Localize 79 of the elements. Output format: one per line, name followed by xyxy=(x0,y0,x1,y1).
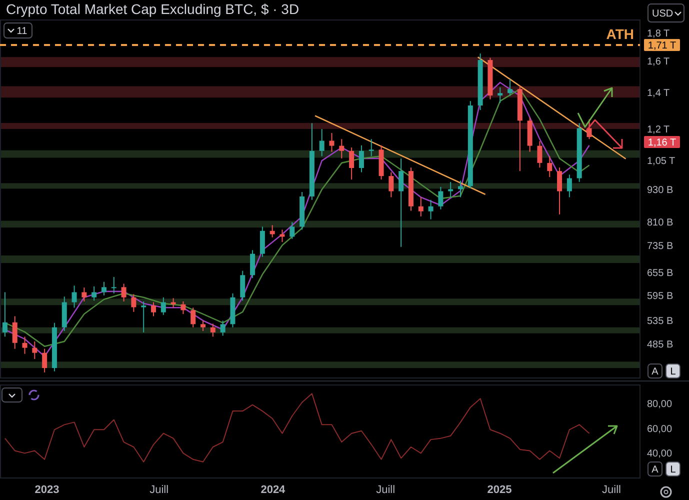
x-tick-label: 2023 xyxy=(34,484,60,496)
candlestick xyxy=(121,283,126,302)
text: 1,16 T xyxy=(648,138,676,148)
y-tick-label: 60,00 xyxy=(647,424,672,435)
candlestick xyxy=(586,118,592,140)
candlestick xyxy=(160,296,166,316)
y-tick-label: 40,00 xyxy=(647,448,672,460)
candlestick xyxy=(190,307,196,328)
y-tick-label: 655 B xyxy=(647,268,674,280)
ref-line-label: ATH xyxy=(606,26,634,42)
candlestick xyxy=(368,138,374,157)
y-tick-label: 1,4 T xyxy=(647,88,670,99)
x-tick-label: Juill xyxy=(150,484,169,496)
candlestick xyxy=(438,186,444,210)
candlestick xyxy=(32,340,38,360)
candlestick xyxy=(42,348,48,373)
x-tick-label: 2024 xyxy=(260,484,286,496)
candlestick xyxy=(290,222,295,240)
candlestick xyxy=(418,196,424,217)
text: 1,71 T xyxy=(648,40,676,52)
candlestick xyxy=(280,229,285,243)
candlestick xyxy=(270,224,275,238)
candlestick xyxy=(339,138,344,159)
candlestick xyxy=(220,320,226,336)
candlestick xyxy=(210,323,216,338)
candlestick xyxy=(2,292,8,338)
text: L xyxy=(670,366,676,378)
x-tick-label: 2025 xyxy=(487,484,512,496)
x-tick-label: Juill xyxy=(602,484,622,496)
candlestick xyxy=(319,128,324,157)
candlestick xyxy=(260,226,265,258)
text: A xyxy=(652,464,659,476)
candlestick xyxy=(388,172,394,198)
candlestick xyxy=(72,285,77,308)
candlestick xyxy=(131,294,136,312)
candlestick xyxy=(101,281,106,296)
text: L xyxy=(670,464,676,476)
candlestick xyxy=(12,316,18,350)
y-tick-label: 1,05 T xyxy=(647,156,676,168)
candlestick xyxy=(240,270,246,302)
candlestick xyxy=(250,250,256,279)
candlestick xyxy=(358,144,364,173)
candlestick xyxy=(448,181,454,198)
y-tick-label: 1,8 T xyxy=(647,28,670,40)
y-tick-label: 535 B xyxy=(647,316,674,328)
candlestick xyxy=(329,132,334,152)
text: A xyxy=(652,366,659,378)
candlestick xyxy=(508,78,513,96)
annotation: 11 xyxy=(16,26,28,37)
candlestick xyxy=(180,300,186,315)
candlestick xyxy=(547,156,552,178)
line-series xyxy=(4,393,590,462)
candlestick xyxy=(170,298,176,308)
text: USD xyxy=(652,8,674,20)
y-tick-label: 735 B xyxy=(647,240,674,252)
candlestick xyxy=(458,180,464,198)
candlestick xyxy=(22,336,28,354)
candlestick xyxy=(141,300,146,333)
x-tick-label: Juill xyxy=(376,484,396,496)
candlestick xyxy=(498,86,503,104)
candlestick xyxy=(82,287,87,302)
candlestick xyxy=(428,199,434,220)
y-tick-label: 1,2 T xyxy=(647,124,670,136)
y-tick-label: 930 B xyxy=(647,184,674,196)
candlestick xyxy=(111,276,116,294)
y-tick-label: 80,00 xyxy=(647,399,672,410)
candlestick xyxy=(151,302,156,317)
candlestick xyxy=(557,167,562,215)
candlestick xyxy=(200,320,206,332)
candlestick xyxy=(92,286,97,302)
y-tick-label: 595 B xyxy=(647,290,674,302)
candlestick xyxy=(566,174,572,198)
y-tick-label: 485 B xyxy=(647,339,674,350)
candlestick xyxy=(349,146,354,180)
candlestick xyxy=(537,140,542,168)
chart-title: Crypto Total Market Cap Excluding BTC, $ · 3D xyxy=(6,1,300,17)
y-tick-label: 810 B xyxy=(647,218,674,229)
y-tick-label: 1,6 T xyxy=(647,56,670,68)
candlestick xyxy=(398,158,404,248)
